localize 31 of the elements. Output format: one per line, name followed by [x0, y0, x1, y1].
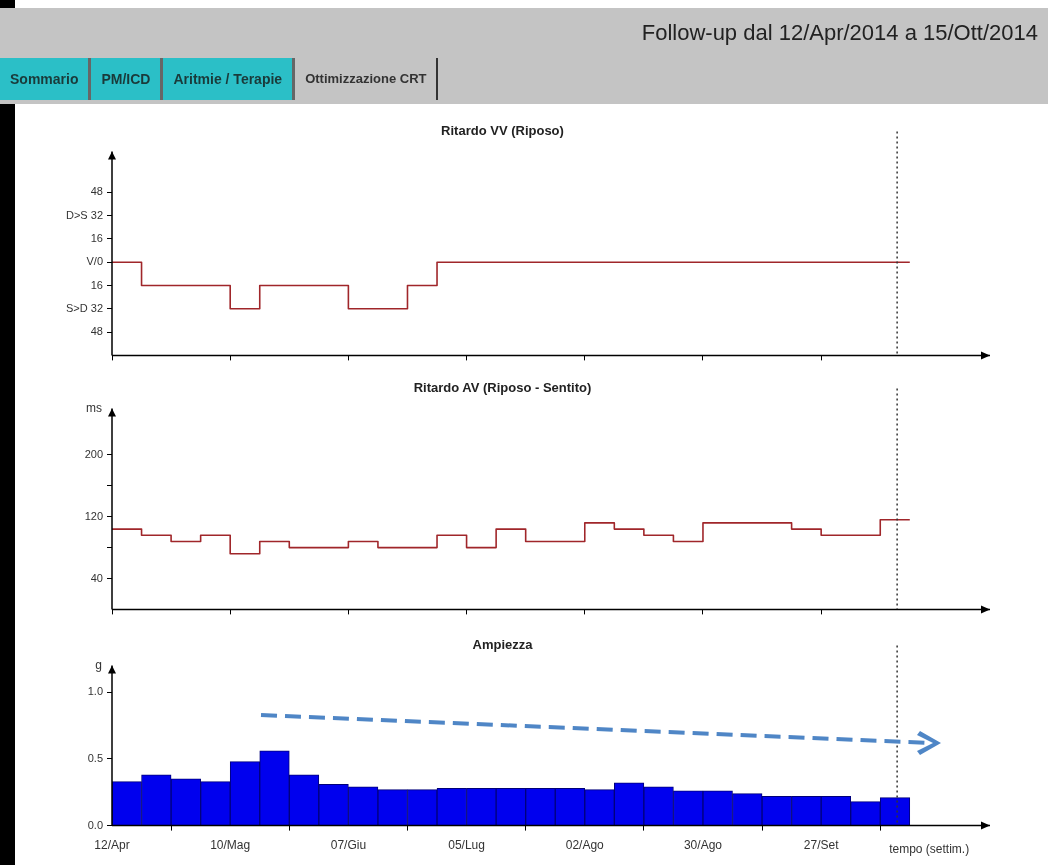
y-tick-label: 48 [90, 325, 103, 338]
y-tick-label: 16 [90, 231, 103, 244]
y-tick-label: 0.0 [87, 818, 103, 831]
y-tick-label: 48 [90, 185, 103, 198]
text: PM/ICD [91, 58, 164, 100]
y-tick-label: 16 [90, 278, 103, 291]
text: Sommario [0, 58, 92, 100]
x-tick-label: 27/Set [803, 838, 840, 853]
x-tick-label: 07/Giu [330, 838, 367, 853]
y-tick-label: 120 [84, 509, 103, 522]
y-tick-label: 0.5 [87, 751, 103, 764]
y-tick-label: D>S 32 [66, 208, 103, 221]
chart-title: Ritardo VV (Riposo) [441, 123, 564, 139]
x-tick-label: 10/Mag [210, 838, 251, 853]
y-tick-label: V/0 [86, 255, 103, 268]
y-axis-title: ms [86, 400, 102, 415]
chart-title: Ampiezza [472, 637, 534, 653]
x-axis-title: tempo (settim.) [889, 841, 970, 856]
x-tick-label: 12/Apr [94, 838, 130, 853]
y-tick-label: 40 [90, 571, 103, 584]
text: Follow-up dal 12/Apr/2014 a 15/Ott/2014 [641, 20, 1038, 46]
x-tick-label: 02/Ago [565, 838, 605, 853]
x-tick-label: 05/Lug [448, 838, 485, 853]
text: Aritmie / Terapie [163, 58, 296, 100]
chart-title: Ritardo AV (Riposo - Sentito) [413, 380, 592, 396]
text: Ottimizzazione CRT [295, 58, 439, 100]
y-axis-title: g [95, 657, 102, 672]
y-tick-label: 200 [84, 447, 103, 460]
y-tick-label: S>D 32 [66, 301, 103, 314]
x-tick-label: 30/Ago [683, 838, 723, 853]
y-tick-label: 1.0 [87, 685, 103, 698]
